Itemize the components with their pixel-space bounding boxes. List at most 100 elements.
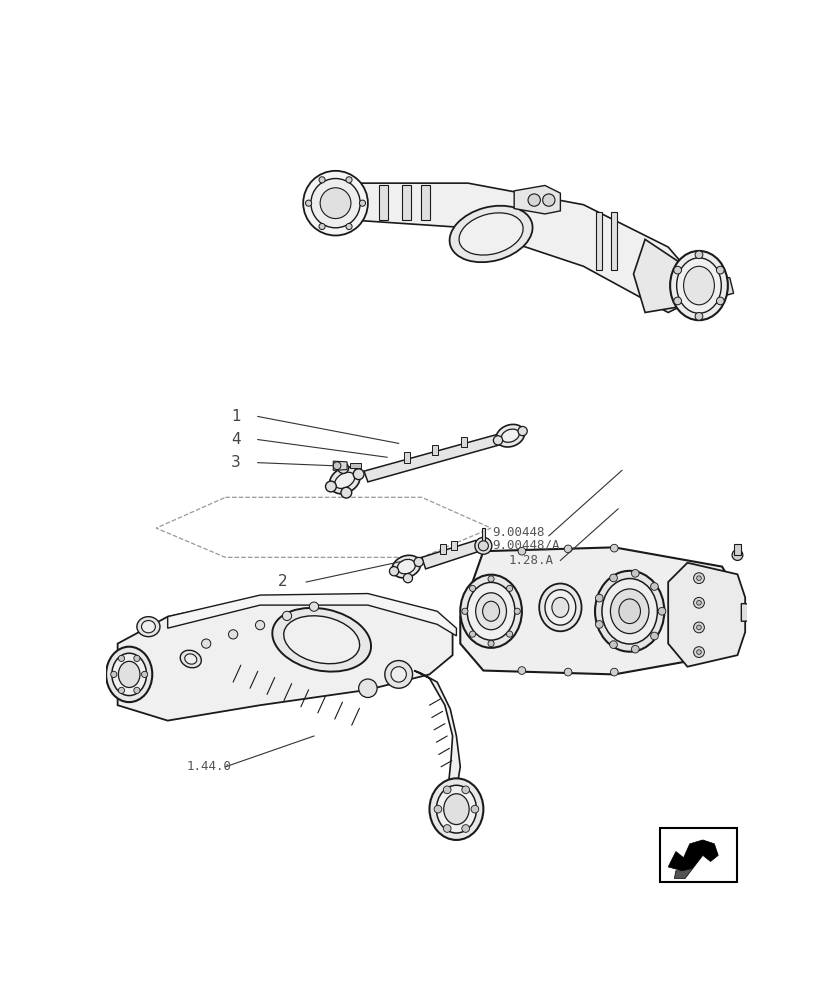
Circle shape	[462, 786, 469, 794]
Circle shape	[282, 611, 292, 620]
Circle shape	[651, 632, 658, 640]
Polygon shape	[432, 445, 438, 455]
Circle shape	[305, 200, 312, 206]
Text: 1.44.0: 1.44.0	[187, 760, 232, 773]
Ellipse shape	[468, 582, 515, 640]
Polygon shape	[741, 604, 770, 621]
Circle shape	[391, 667, 406, 682]
Polygon shape	[353, 183, 691, 312]
Polygon shape	[404, 452, 410, 463]
Circle shape	[443, 825, 451, 832]
Polygon shape	[668, 563, 745, 667]
Ellipse shape	[284, 616, 359, 664]
Circle shape	[507, 631, 513, 637]
Circle shape	[631, 645, 639, 653]
Circle shape	[320, 188, 351, 219]
Circle shape	[359, 679, 377, 698]
Ellipse shape	[141, 620, 156, 633]
Ellipse shape	[602, 579, 657, 644]
Polygon shape	[668, 840, 718, 871]
Polygon shape	[514, 185, 561, 214]
Ellipse shape	[437, 785, 477, 833]
Ellipse shape	[118, 661, 140, 687]
Circle shape	[695, 312, 703, 320]
Circle shape	[696, 576, 701, 580]
Ellipse shape	[475, 537, 492, 554]
Ellipse shape	[552, 597, 569, 617]
Circle shape	[651, 583, 658, 590]
Polygon shape	[482, 528, 485, 546]
Circle shape	[631, 569, 639, 577]
Circle shape	[134, 687, 140, 693]
Ellipse shape	[676, 258, 721, 313]
Ellipse shape	[545, 590, 576, 625]
Circle shape	[694, 622, 705, 633]
Circle shape	[518, 667, 526, 674]
Circle shape	[696, 600, 701, 605]
Ellipse shape	[272, 608, 371, 672]
Polygon shape	[451, 541, 458, 550]
Polygon shape	[334, 461, 347, 470]
Polygon shape	[364, 432, 510, 482]
Ellipse shape	[449, 206, 532, 262]
Circle shape	[488, 641, 494, 647]
Circle shape	[385, 661, 413, 688]
Polygon shape	[612, 212, 617, 270]
Circle shape	[694, 647, 705, 657]
Circle shape	[310, 602, 319, 611]
Circle shape	[469, 631, 476, 637]
Ellipse shape	[496, 424, 524, 447]
Circle shape	[716, 266, 724, 274]
Circle shape	[488, 576, 494, 582]
Circle shape	[201, 639, 210, 648]
Ellipse shape	[181, 650, 201, 668]
Circle shape	[528, 194, 540, 206]
Polygon shape	[421, 185, 430, 220]
Circle shape	[229, 630, 238, 639]
Circle shape	[255, 620, 265, 630]
Circle shape	[359, 200, 365, 206]
Circle shape	[596, 594, 603, 602]
Circle shape	[469, 585, 476, 591]
Circle shape	[564, 668, 572, 676]
Circle shape	[346, 177, 352, 183]
Ellipse shape	[334, 472, 354, 488]
Text: 9.00448: 9.00448	[493, 526, 545, 539]
Circle shape	[611, 668, 618, 676]
Ellipse shape	[338, 463, 349, 473]
Polygon shape	[596, 212, 602, 270]
Circle shape	[134, 655, 140, 661]
Circle shape	[564, 545, 572, 553]
Circle shape	[319, 223, 325, 230]
Polygon shape	[460, 547, 737, 674]
Circle shape	[319, 177, 325, 183]
Circle shape	[658, 607, 666, 615]
Circle shape	[514, 608, 520, 614]
Ellipse shape	[111, 653, 146, 696]
Text: 1.28.A: 1.28.A	[508, 554, 553, 567]
Circle shape	[716, 297, 724, 305]
Polygon shape	[675, 868, 693, 878]
Circle shape	[694, 597, 705, 608]
Circle shape	[518, 547, 526, 555]
Text: 3: 3	[231, 455, 240, 470]
Circle shape	[111, 671, 116, 677]
Ellipse shape	[389, 567, 399, 576]
Polygon shape	[402, 185, 411, 220]
Polygon shape	[633, 239, 699, 312]
Circle shape	[610, 574, 617, 582]
Circle shape	[694, 573, 705, 584]
Circle shape	[118, 655, 125, 661]
Ellipse shape	[354, 469, 364, 480]
Ellipse shape	[460, 575, 522, 648]
Polygon shape	[117, 597, 453, 721]
Ellipse shape	[398, 559, 415, 574]
Ellipse shape	[611, 589, 649, 634]
Circle shape	[747, 605, 763, 620]
Circle shape	[141, 671, 147, 677]
Ellipse shape	[429, 778, 483, 840]
Polygon shape	[735, 544, 740, 555]
Circle shape	[732, 550, 743, 560]
Ellipse shape	[476, 593, 507, 630]
Circle shape	[311, 179, 360, 228]
